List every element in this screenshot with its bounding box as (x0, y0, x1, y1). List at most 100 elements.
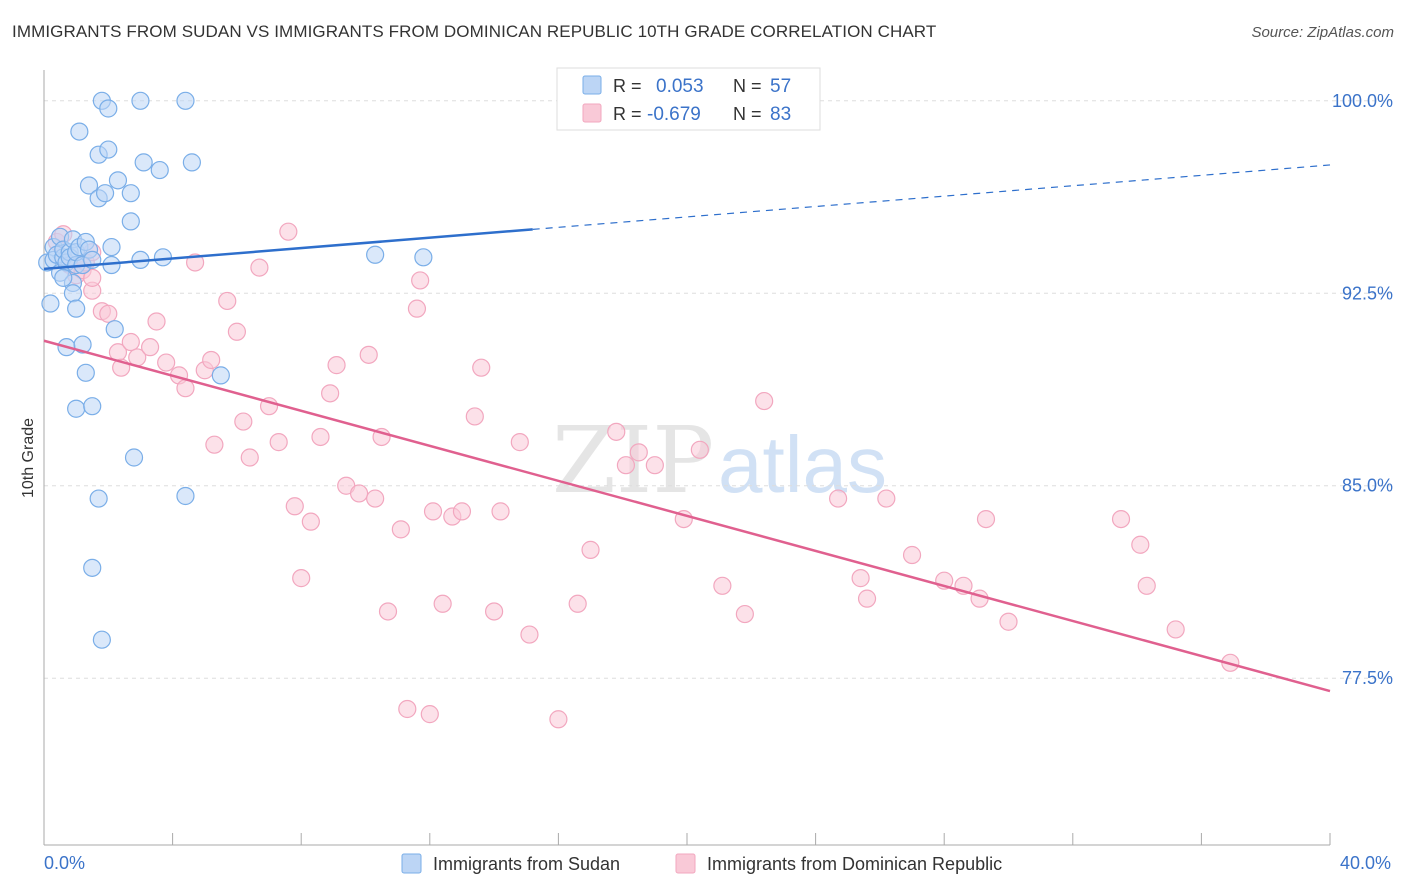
sudan-point (92, 630, 111, 649)
sudan-point (182, 153, 201, 172)
dominican-point (433, 594, 452, 613)
legend-r-label-sudan: R = (613, 76, 642, 96)
legend-swatch-dominican (582, 103, 602, 123)
dominican-point (735, 604, 754, 624)
dominican-point (411, 271, 430, 290)
dominican-point (1111, 509, 1131, 529)
dominican-point (250, 258, 269, 277)
dominican-point (301, 512, 320, 531)
dominican-point (851, 569, 870, 588)
dominican-point (176, 379, 195, 398)
legend-n-value-dominican: 83 (770, 104, 791, 125)
dominican-point (227, 322, 246, 341)
sudan-point (67, 299, 86, 318)
legend-swatch-sudan (582, 75, 602, 95)
sudan-point (121, 184, 140, 203)
data-points (38, 91, 1240, 729)
sudan-point (83, 558, 102, 577)
series-legend-swatch-sudan (401, 853, 422, 874)
sudan-point (131, 91, 150, 110)
sudan-point (105, 320, 124, 339)
dominican-point (829, 489, 848, 508)
y-tick-label: 92.5% (1342, 283, 1393, 303)
legend-r-value-dominican: -0.679 (647, 104, 701, 125)
sudan-point (176, 91, 195, 110)
dominican-point (157, 353, 176, 372)
sudan-point (54, 268, 73, 287)
dominican-point (83, 268, 102, 287)
dominican-point (902, 545, 922, 565)
dominican-point (240, 448, 259, 467)
sudan-trend-extension (532, 164, 1331, 230)
dominican-point (452, 502, 472, 521)
dominican-point (423, 502, 443, 521)
y-tick-labels: 77.5% 85.0% 92.5% 100.0% (1332, 91, 1393, 688)
x-axis-ticks (43, 833, 1331, 845)
dominican-point (755, 391, 774, 411)
source-label: Source: ZipAtlas.com (1251, 24, 1394, 41)
legend-r-value-sudan: 0.053 (656, 76, 704, 97)
dominican-point (1137, 576, 1156, 595)
dominican-point (629, 443, 648, 462)
dominican-point (366, 489, 385, 508)
dominican-point (349, 484, 369, 503)
sudan-point (41, 294, 60, 313)
y-tick-label: 100.0% (1332, 91, 1393, 111)
dominican-point (510, 433, 529, 452)
sudan-point (366, 245, 385, 264)
dominican-point (877, 489, 896, 508)
dominican-point (999, 612, 1018, 631)
dominican-point (607, 422, 626, 441)
x-tick-label-max: 40.0% (1340, 853, 1391, 873)
sudan-point (414, 248, 433, 267)
sudan-point (83, 397, 102, 416)
sudan-point (99, 140, 118, 159)
dominican-point (218, 291, 237, 311)
y-tick-label: 77.5% (1342, 668, 1393, 688)
y-tick-label: 85.0% (1342, 476, 1393, 496)
dominican-point (202, 350, 221, 370)
series-legend-label-sudan: Immigrants from Sudan (433, 854, 620, 874)
x-tick-label-min: 0.0% (44, 853, 85, 873)
trend-lines (43, 164, 1331, 693)
dominican-point (391, 520, 410, 539)
dominican-point (1131, 535, 1150, 554)
sudan-point (124, 448, 144, 467)
dominican-trend-line (43, 339, 1331, 693)
dominican-point (549, 710, 568, 729)
dominican-point (269, 433, 288, 452)
dominican-point (491, 502, 510, 521)
dominican-point (581, 540, 600, 559)
dominican-point (857, 589, 877, 608)
dominican-point (976, 509, 996, 529)
legend-r-label-dominican: R = (613, 104, 642, 124)
dominican-point (140, 338, 160, 357)
dominican-point (359, 345, 378, 364)
y-axis-title: 10th Grade (20, 418, 37, 498)
dominican-point (285, 497, 304, 516)
sudan-point (99, 99, 118, 118)
sudan-point (102, 237, 121, 257)
sudan-point (95, 184, 115, 203)
dominican-point (465, 407, 484, 426)
dominican-point (147, 312, 166, 331)
watermark-atlas: atlas (718, 420, 887, 509)
sudan-point (76, 363, 95, 382)
dominican-point (1166, 620, 1185, 639)
stats-legend: R = 0.053 N = 57 R = -0.679 N = 83 (556, 67, 821, 131)
sudan-point (150, 160, 169, 180)
dominican-point (378, 602, 398, 621)
sudan-point (176, 486, 195, 506)
dominican-point (398, 699, 417, 719)
dominican-point (713, 576, 732, 595)
dominican-point (292, 569, 311, 588)
dominican-point (616, 456, 636, 475)
dominican-point (121, 332, 140, 352)
sudan-point (67, 399, 86, 418)
dominican-point (690, 440, 709, 459)
sudan-point (134, 153, 153, 172)
dominican-point (321, 384, 340, 403)
series-legend: Immigrants from Sudan Immigrants from Do… (401, 853, 1002, 874)
dominican-point (485, 602, 504, 621)
